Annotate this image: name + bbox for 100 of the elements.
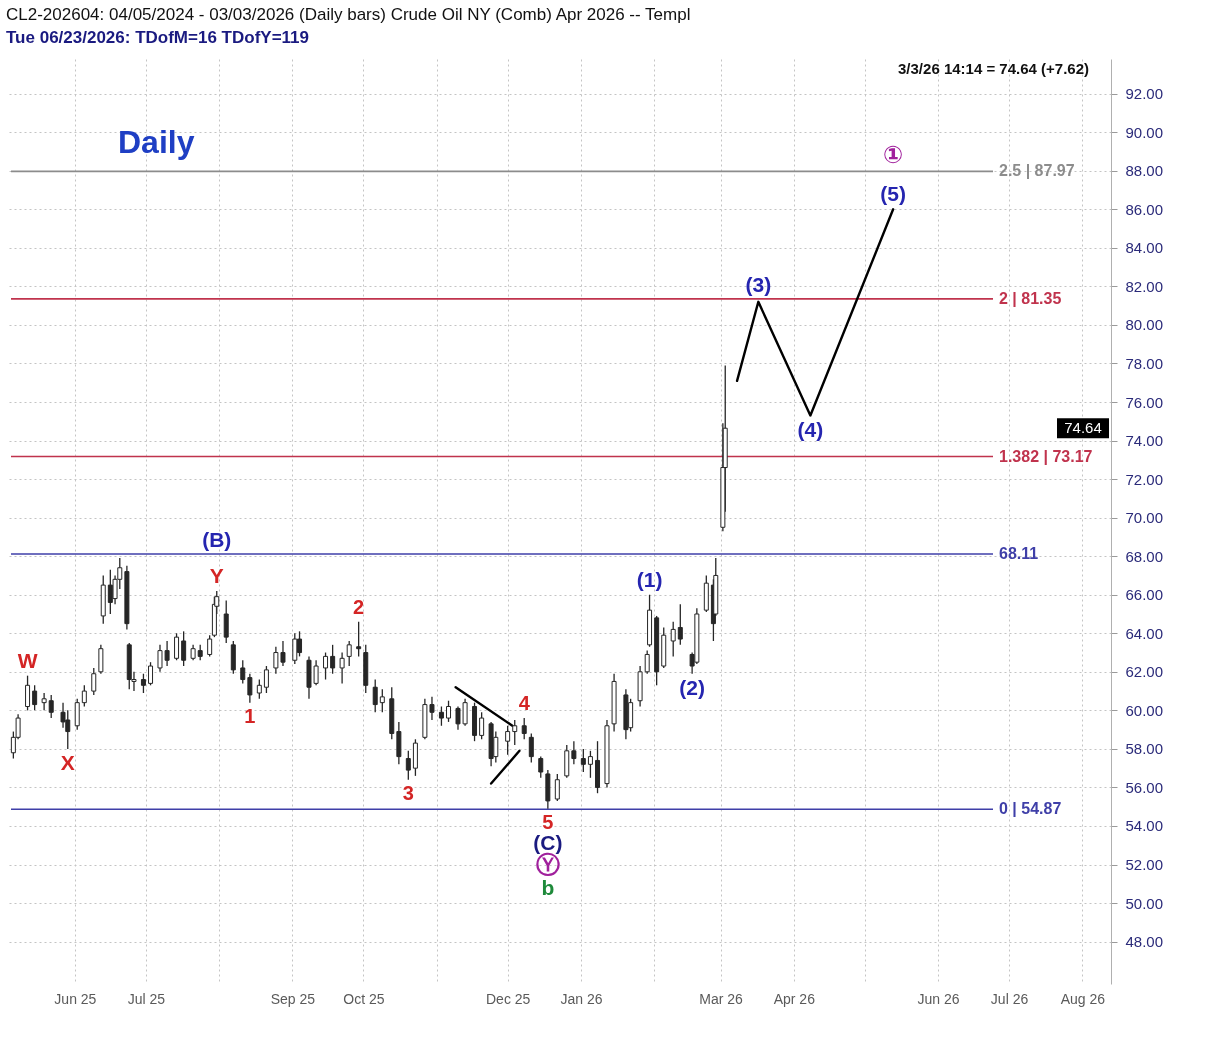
candlestick xyxy=(25,675,31,711)
ref-line-label: 0 | 54.87 xyxy=(999,800,1062,818)
annotation: (C) xyxy=(533,830,563,854)
y-tick-label: 92.00 xyxy=(1125,85,1164,103)
y-tick-label: 54.00 xyxy=(1125,817,1164,835)
annotation: ① xyxy=(882,141,904,170)
candlestick xyxy=(644,649,650,675)
x-tick-label: Jul 25 xyxy=(127,990,166,1007)
y-tick-label: 68.00 xyxy=(1125,547,1164,565)
y-tick-label: 80.00 xyxy=(1125,316,1164,334)
candlestick xyxy=(339,651,345,685)
x-tick-label: Apr 26 xyxy=(773,990,816,1007)
y-tick-label: 88.00 xyxy=(1125,162,1164,180)
x-tick-label: Oct 25 xyxy=(343,990,385,1007)
y-tick-label: 78.00 xyxy=(1125,354,1164,372)
candlestick xyxy=(512,719,518,746)
candlestick xyxy=(323,651,329,681)
y-tick-label: 64.00 xyxy=(1125,624,1164,642)
candlestick xyxy=(48,694,54,719)
x-tick-label: Jan 26 xyxy=(560,990,603,1007)
candlestick xyxy=(148,661,154,686)
candlestick xyxy=(98,644,104,675)
annotation: X xyxy=(60,750,75,774)
annotation: 2 xyxy=(353,595,365,618)
candlestick xyxy=(405,750,411,781)
annotation: (1) xyxy=(636,567,663,591)
annotation: b xyxy=(541,875,555,899)
candlestick xyxy=(356,621,362,658)
annotation: Daily xyxy=(118,124,195,160)
candlestick xyxy=(91,667,97,696)
candlestick xyxy=(505,725,511,756)
candlestick xyxy=(538,755,544,779)
x-tick-label: Sep 25 xyxy=(270,990,316,1007)
y-tick-label: 66.00 xyxy=(1125,586,1164,604)
candlestick xyxy=(174,632,180,661)
candlestick xyxy=(247,673,253,704)
candlestick xyxy=(32,684,38,711)
candlestick xyxy=(587,750,593,779)
y-tick-label: 58.00 xyxy=(1125,740,1164,758)
x-tick-label: Jun 25 xyxy=(54,990,97,1007)
candlestick xyxy=(438,705,444,727)
y-tick-label: 62.00 xyxy=(1125,663,1164,681)
x-tick-label: Dec 25 xyxy=(485,990,531,1007)
y-tick-label: 84.00 xyxy=(1125,239,1164,257)
candlestick xyxy=(263,665,269,694)
x-tick-label: Aug 26 xyxy=(1060,990,1106,1007)
candlestick xyxy=(181,630,187,667)
annotation: 4 xyxy=(518,692,531,715)
x-tick-label: Mar 26 xyxy=(699,990,743,1007)
candlestick xyxy=(41,692,47,711)
annotation: W xyxy=(17,648,38,672)
annotation: 3 xyxy=(402,781,414,804)
candlestick xyxy=(372,678,378,713)
annotation: (3) xyxy=(745,272,772,296)
candlestick xyxy=(479,711,485,740)
annotation: 5 xyxy=(542,810,554,833)
y-tick-label: 52.00 xyxy=(1125,856,1164,874)
candlestick xyxy=(521,717,527,740)
chart-title: CL2-202604: 04/05/2024 - 03/03/2026 (Daily bars) Crude Oil NY (Comb) Apr 2026 -- Templ xyxy=(6,5,691,24)
candlestick xyxy=(140,673,146,694)
annotation: (5) xyxy=(880,182,906,206)
candlestick xyxy=(554,773,560,802)
candlestick xyxy=(81,684,87,708)
candlestick xyxy=(346,640,352,667)
ref-line-label: 68.11 xyxy=(999,545,1039,563)
candlestick xyxy=(446,700,452,723)
annotation: (2) xyxy=(679,675,705,699)
annotation: (B) xyxy=(202,528,232,552)
candlestick xyxy=(330,644,336,675)
ref-line-label: 2.5 | 87.97 xyxy=(999,162,1075,180)
chart-subtitle: Tue 06/23/2026: TDofM=16 TDofY=119 xyxy=(6,28,309,47)
x-tick-label: Jul 26 xyxy=(990,990,1029,1007)
candlestick xyxy=(379,688,385,713)
annotation: (4) xyxy=(797,417,824,441)
candlestick xyxy=(223,599,229,644)
candlestick xyxy=(670,621,676,658)
annotation: 74.64 xyxy=(1064,419,1102,437)
candlestick xyxy=(207,634,213,658)
y-tick-label: 70.00 xyxy=(1125,509,1164,527)
ref-line-label: 2 | 81.35 xyxy=(999,289,1062,307)
candlestick xyxy=(256,678,262,700)
y-tick-label: 82.00 xyxy=(1125,277,1164,295)
annotation: Y xyxy=(209,563,224,587)
candlestick xyxy=(528,732,534,764)
x-tick-label: Jun 26 xyxy=(917,990,960,1007)
y-tick-label: 60.00 xyxy=(1125,701,1164,719)
y-tick-label: 72.00 xyxy=(1125,470,1164,488)
y-tick-label: 90.00 xyxy=(1125,123,1164,141)
annotation: 1 xyxy=(244,704,256,727)
y-tick-label: 74.00 xyxy=(1125,432,1164,450)
y-tick-label: 50.00 xyxy=(1125,894,1164,912)
candlestick xyxy=(580,748,586,773)
line-series xyxy=(735,208,895,417)
ref-line-label: 1.382 | 73.17 xyxy=(999,447,1093,465)
candlestick xyxy=(292,632,298,665)
y-tick-label: 48.00 xyxy=(1125,933,1164,951)
candlestick xyxy=(74,698,80,731)
y-tick-label: 76.00 xyxy=(1125,393,1164,411)
y-tick-label: 86.00 xyxy=(1125,200,1164,218)
annotation: 3/3/26 14:14 = 74.64 (+7.62) xyxy=(898,60,1089,77)
